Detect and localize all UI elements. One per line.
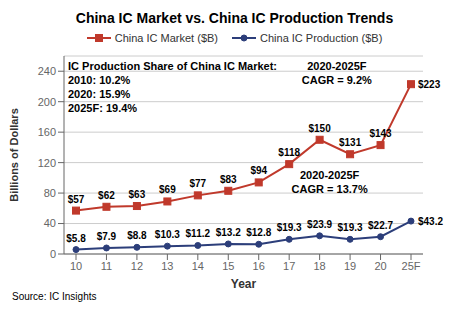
svg-text:160: 160 [38,126,56,138]
svg-text:13: 13 [161,260,173,272]
svg-text:$7.9: $7.9 [97,231,117,242]
html-text:2020-2025F CAGR = 9.2%: 2020-2025F CAGR = 9.2% [301,60,372,86]
html-text:China IC Market ($B): China IC Market ($B) [114,32,218,44]
svg-text:$5.8: $5.8 [66,233,86,244]
svg-text:12: 12 [131,260,143,272]
html-text:China IC Market vs. China IC P: China IC Market vs. China IC Production … [75,10,394,26]
svg-text:$57: $57 [68,194,85,205]
svg-text:19: 19 [344,260,356,272]
svg-text:Year: Year [231,277,257,288]
svg-text:$19.3: $19.3 [338,222,363,233]
svg-text:$11.2: $11.2 [186,228,211,239]
svg-text:$43.2: $43.2 [418,216,443,227]
svg-text:16: 16 [253,260,265,272]
svg-text:$8.8: $8.8 [127,230,147,241]
svg-text:$83: $83 [220,174,237,185]
svg-text:$62: $62 [98,190,115,201]
svg-text:$10.3: $10.3 [155,229,180,240]
svg-text:Billions of Dollars: Billions of Dollars [8,108,20,202]
html-text:2025F: 19.4%: 2025F: 19.4% [68,102,138,114]
svg-text:$23.9: $23.9 [307,219,332,230]
svg-text:$94: $94 [250,165,267,176]
svg-text:$63: $63 [129,189,146,200]
html-text:2020-2025F CAGR = 13.7%: 2020-2025F CAGR = 13.7% [291,169,368,195]
svg-text:11: 11 [101,260,112,272]
html-text:IC Production Share of China I: IC Production Share of China IC Market: [68,60,277,72]
svg-text:14: 14 [192,260,204,272]
svg-text:0: 0 [50,248,56,260]
svg-text:18: 18 [314,260,326,272]
html-text:China IC Production ($B): China IC Production ($B) [260,32,383,44]
svg-text:20: 20 [374,260,386,272]
svg-text:120: 120 [38,157,56,169]
svg-text:240: 240 [38,65,56,77]
svg-text:40: 40 [44,217,56,229]
svg-text:$223: $223 [418,79,441,90]
svg-text:$77: $77 [189,178,206,189]
svg-text:17: 17 [283,260,295,272]
html-text:Source: IC Insights: Source: IC Insights [12,291,97,302]
svg-text:15: 15 [222,260,234,272]
html-text:2010: 10.2%: 2010: 10.2% [68,74,131,86]
html-text:2020: 15.9%: 2020: 15.9% [68,88,131,100]
svg-text:80: 80 [44,187,56,199]
svg-text:$118: $118 [278,147,300,158]
svg-text:$131: $131 [339,137,362,148]
svg-text:10: 10 [70,260,82,272]
svg-text:$13.2: $13.2 [216,227,241,238]
svg-text:$150: $150 [309,123,332,134]
svg-text:$12.8: $12.8 [246,227,271,238]
svg-text:25F: 25F [402,260,421,272]
svg-text:$19.3: $19.3 [277,222,302,233]
svg-text:$22.7: $22.7 [368,220,393,231]
svg-text:$143: $143 [369,128,392,139]
svg-text:$69: $69 [159,184,176,195]
svg-text:200: 200 [38,96,56,108]
